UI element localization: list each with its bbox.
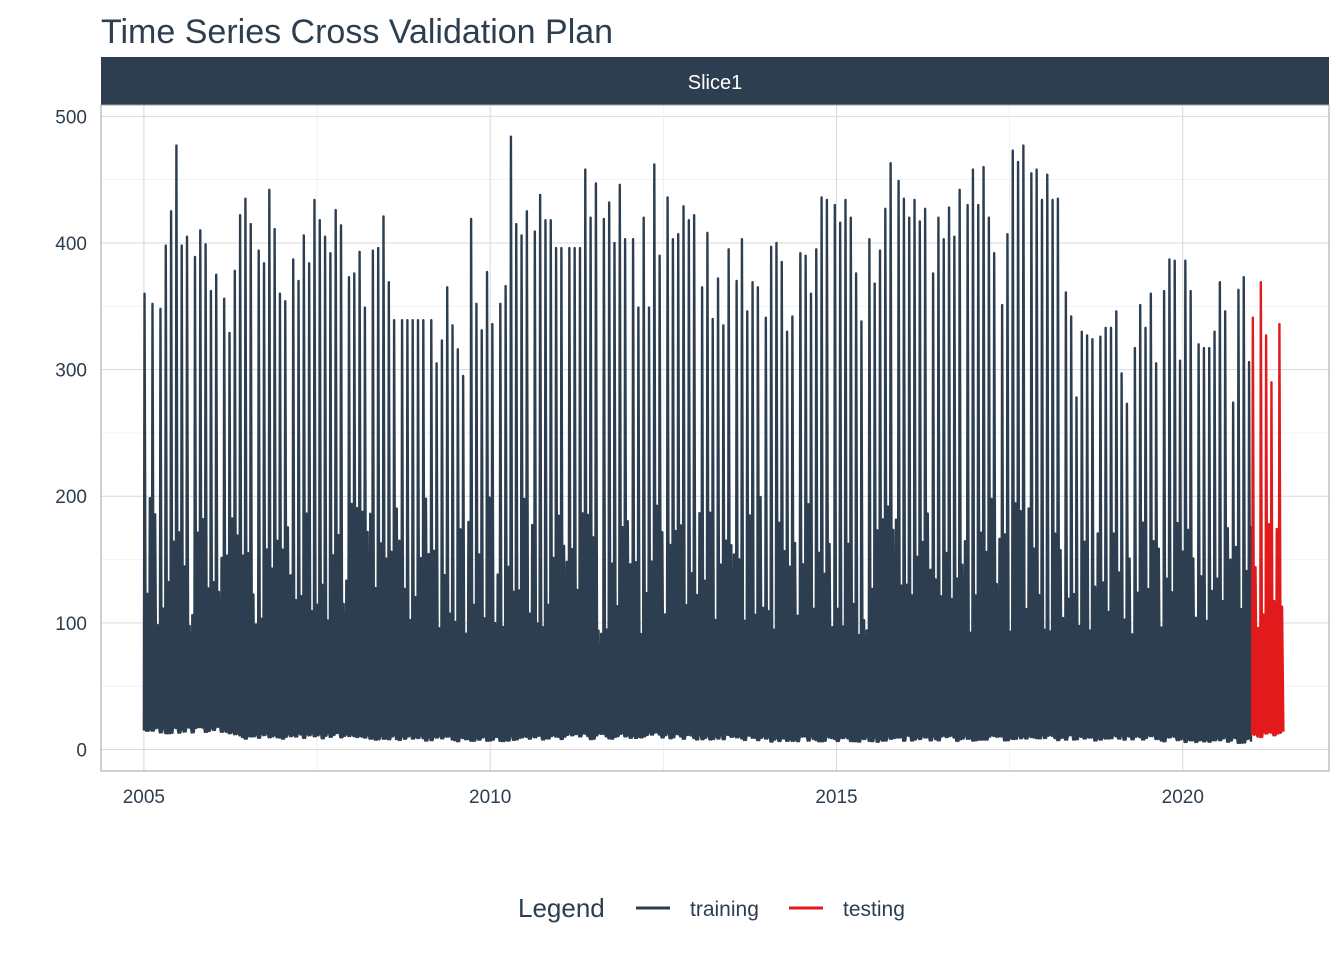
y-tick-label: 0 [76,740,87,761]
legend-label-training: training [690,898,759,921]
x-tick-label: 2020 [1162,787,1204,808]
x-tick-label: 2005 [123,787,165,808]
x-tick-label: 2010 [469,787,511,808]
series-line-testing [1250,281,1285,739]
facet-strip [101,57,1329,105]
y-tick-label: 300 [55,361,87,382]
y-tick-label: 100 [55,614,87,635]
series-line-training [142,135,1253,745]
chart-title: Time Series Cross Validation Plan [101,13,613,51]
y-tick-label: 400 [55,234,87,255]
legend: Legend training testing [518,893,905,923]
legend-title: Legend [518,893,605,923]
facet-strip-label: Slice1 [688,72,742,94]
panel-border [100,104,1330,772]
legend-label-testing: testing [843,898,905,921]
axis-layer: 0 100 200 300 400 500 2005 2010 2015 2020 [55,107,1204,808]
y-tick-label: 500 [55,107,87,128]
series-layer [142,135,1285,745]
x-tick-label: 2015 [815,787,857,808]
y-tick-label: 200 [55,487,87,508]
